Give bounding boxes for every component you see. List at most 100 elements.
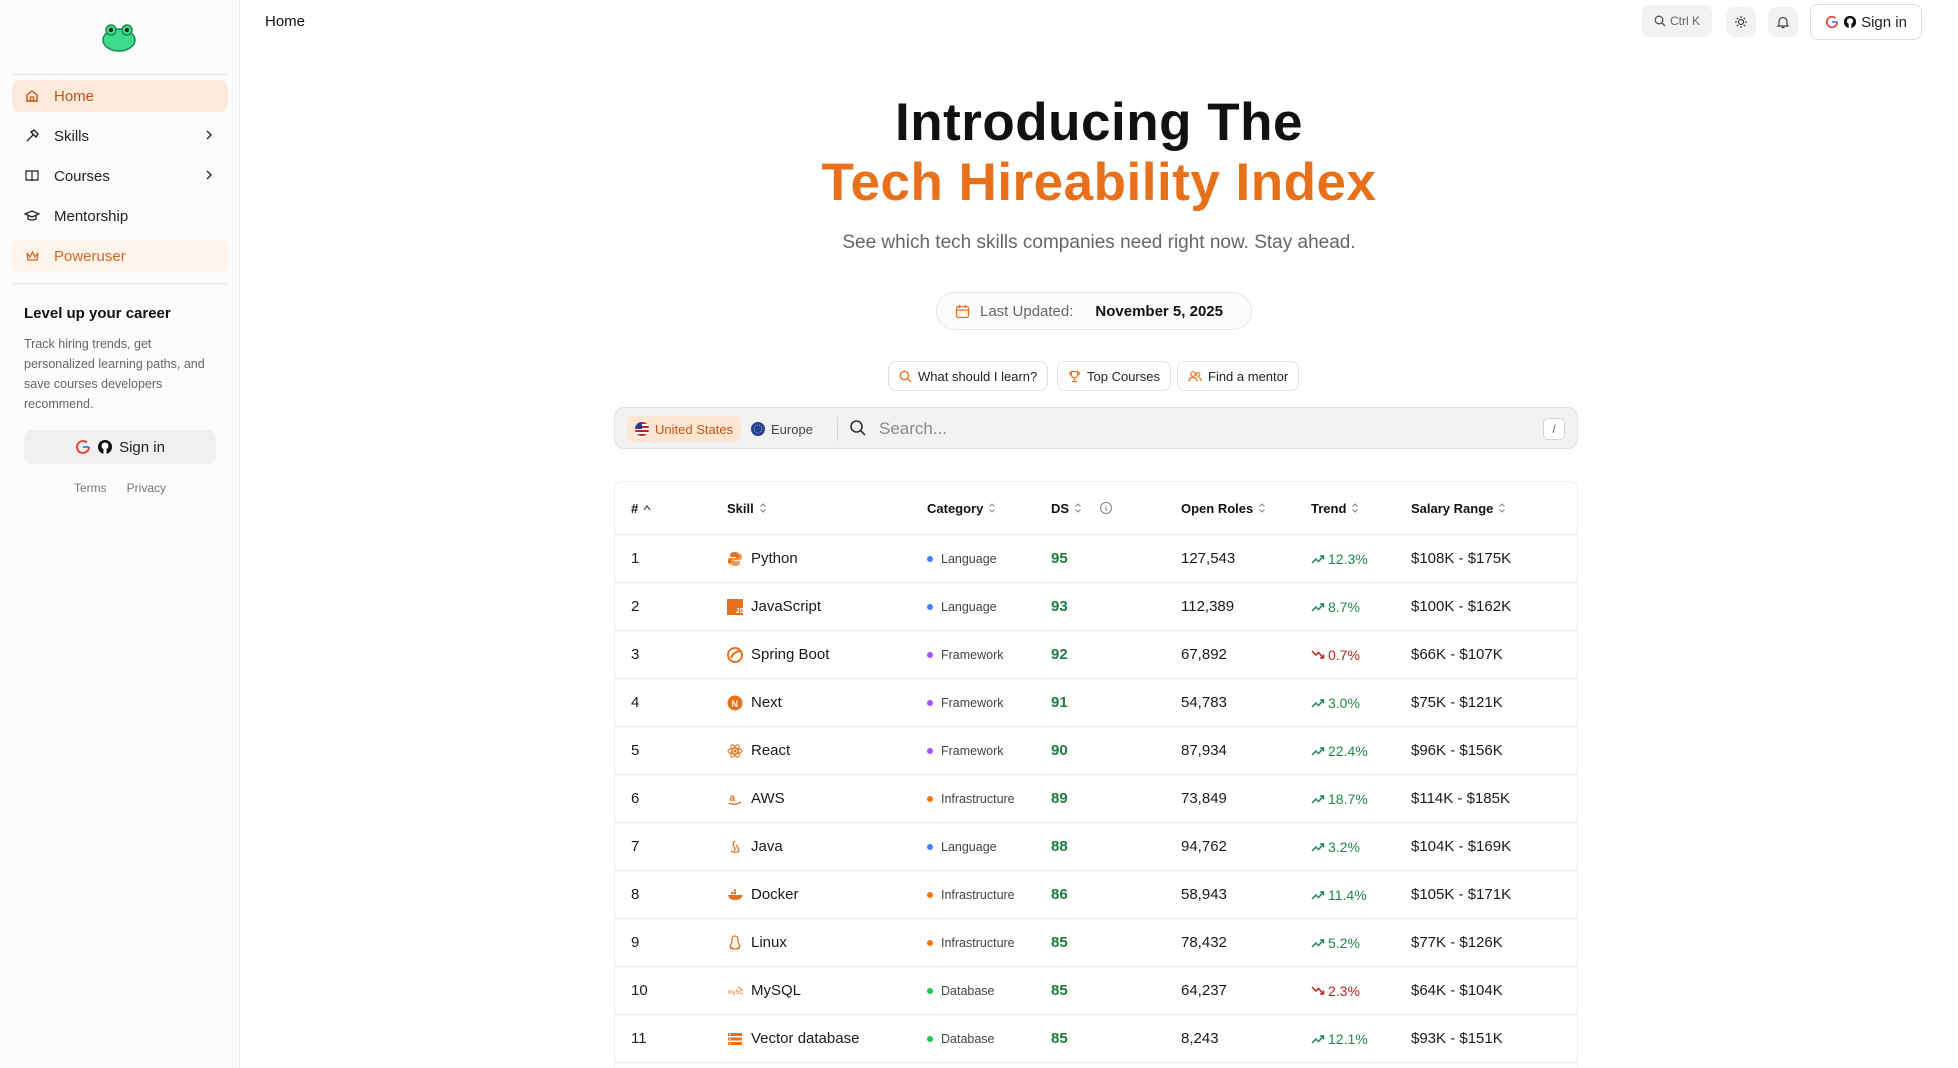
header-label: DS bbox=[1051, 500, 1070, 516]
skill-cell[interactable]: Vector database bbox=[727, 1015, 859, 1062]
category-dot bbox=[927, 843, 933, 850]
svg-text:a: a bbox=[730, 793, 736, 804]
table-row[interactable]: 6 a AWS Infrastructure 89 73,849 18.7% $114K - … bbox=[615, 775, 1577, 823]
info-icon[interactable] bbox=[1099, 501, 1113, 515]
trend-value: 5.2% bbox=[1328, 934, 1360, 951]
privacy-link[interactable]: Privacy bbox=[126, 481, 166, 495]
next-icon: N bbox=[727, 695, 743, 711]
search-shortcut: Ctrl K bbox=[1670, 14, 1700, 28]
sidebar-item-courses[interactable]: Courses bbox=[12, 160, 228, 192]
header-skill[interactable]: Skill bbox=[727, 482, 768, 534]
ds-score: 85 bbox=[1051, 982, 1068, 999]
open-roles: 67,892 bbox=[1181, 646, 1227, 663]
category-cell: Language bbox=[927, 583, 997, 630]
skill-cell[interactable]: React bbox=[727, 727, 790, 774]
table-row[interactable]: 4 N Next Framework 91 54,783 3.0% $75K - $121K bbox=[615, 679, 1577, 727]
top-courses-button[interactable]: Top Courses bbox=[1057, 361, 1171, 391]
category-dot bbox=[927, 699, 933, 706]
category-label: Framework bbox=[941, 743, 1004, 758]
hero-title-line2: Tech Hireability Index bbox=[821, 153, 1377, 212]
table-row[interactable]: 5 React Framework 90 87,934 22.4% $96K - $156K bbox=[615, 727, 1577, 775]
command-search-button[interactable]: Ctrl K bbox=[1642, 5, 1712, 37]
salary-range: $75K - $121K bbox=[1411, 694, 1503, 711]
eu-flag-icon bbox=[751, 422, 765, 436]
table-row[interactable]: 10 mySQL MySQL Database 85 64,237 2.3% $64K - $… bbox=[615, 967, 1577, 1015]
trend-up-icon bbox=[1311, 602, 1325, 612]
sidebar-item-mentorship[interactable]: Mentorship bbox=[12, 200, 228, 232]
skill-cell[interactable]: Python bbox=[727, 535, 798, 582]
find-mentor-button[interactable]: Find a mentor bbox=[1177, 361, 1300, 391]
ds-score: 90 bbox=[1051, 742, 1068, 759]
sort-icon bbox=[1259, 503, 1266, 513]
table-row[interactable]: 9 Linux Infrastructure 85 78,432 5.2% $77K - $… bbox=[615, 919, 1577, 967]
notifications-button[interactable] bbox=[1768, 7, 1798, 37]
category-cell: Framework bbox=[927, 727, 1004, 774]
table-header: # Skill Category DS Open Roles Trend Sal… bbox=[615, 482, 1577, 535]
header-open-roles[interactable]: Open Roles bbox=[1181, 482, 1267, 534]
vector-database-icon bbox=[727, 1031, 743, 1047]
category-cell: Infrastructure bbox=[927, 775, 1015, 822]
search-shortcut-key: / bbox=[1543, 418, 1565, 440]
skill-cell[interactable]: Linux bbox=[727, 919, 787, 966]
trend-value: 8.7% bbox=[1328, 598, 1360, 615]
header-trend[interactable]: Trend bbox=[1311, 482, 1360, 534]
skill-cell[interactable]: Spring Boot bbox=[727, 631, 829, 678]
skill-cell[interactable]: N Next bbox=[727, 679, 782, 726]
terms-link[interactable]: Terms bbox=[73, 481, 107, 495]
trend-down-icon bbox=[1311, 985, 1325, 995]
sidebar-item-home[interactable]: Home bbox=[12, 80, 228, 112]
skill-cell[interactable]: JS JavaScript bbox=[727, 583, 821, 630]
users-icon bbox=[1188, 370, 1202, 382]
region-europe[interactable]: Europe bbox=[743, 416, 821, 442]
what-should-i-learn-button[interactable]: What should I learn? bbox=[888, 361, 1049, 391]
trend-cell: 8.7% bbox=[1311, 583, 1360, 630]
header-signin-button[interactable]: Sign in bbox=[1810, 4, 1922, 40]
skill-cell[interactable]: mySQL MySQL bbox=[727, 967, 802, 1014]
trend-cell: 18.7% bbox=[1311, 775, 1368, 822]
skill-cell[interactable]: Java bbox=[727, 823, 783, 870]
category-label: Language bbox=[941, 599, 997, 614]
table-row[interactable]: 8 Docker Infrastructure 86 58,943 11.4% $105K … bbox=[615, 871, 1577, 919]
category-dot bbox=[927, 555, 933, 562]
sidebar-item-label: Home bbox=[54, 87, 95, 105]
open-roles: 127,543 bbox=[1181, 550, 1236, 567]
sort-icon bbox=[759, 503, 766, 513]
skill-cell[interactable]: a AWS bbox=[727, 775, 785, 822]
sort-asc-icon bbox=[643, 504, 651, 511]
skill-name: MySQL bbox=[751, 982, 802, 999]
search-input[interactable] bbox=[879, 414, 1519, 444]
header-ds[interactable]: DS bbox=[1051, 482, 1113, 534]
skill-cell[interactable]: Docker bbox=[727, 871, 799, 918]
trend-cell: 3.2% bbox=[1311, 823, 1360, 870]
trend-value: 11.4% bbox=[1328, 886, 1367, 903]
trend-value: 2.3% bbox=[1328, 982, 1360, 999]
mysql-icon: mySQL bbox=[727, 983, 743, 999]
theme-toggle-button[interactable] bbox=[1726, 7, 1756, 37]
table-row[interactable]: 11 Vector database Database 85 8,243 12.1% $93… bbox=[615, 1015, 1577, 1063]
table-row[interactable]: 7 Java Language 88 94,762 3.2% $104K - $169K bbox=[615, 823, 1577, 871]
skill-name: AWS bbox=[751, 790, 785, 807]
trend-up-icon bbox=[1311, 746, 1325, 756]
table-row[interactable]: 3 Spring Boot Framework 92 67,892 0.7% $66K - … bbox=[615, 631, 1577, 679]
frog-logo[interactable] bbox=[101, 22, 137, 52]
table-row[interactable]: 2 JS JavaScript Language 93 112,389 8.7% $100K … bbox=[615, 583, 1577, 631]
breadcrumb[interactable]: Home bbox=[265, 13, 306, 30]
sidebar-signin-button[interactable]: Sign in bbox=[24, 430, 216, 464]
sidebar-item-skills[interactable]: Skills bbox=[12, 120, 228, 152]
header-category[interactable]: Category bbox=[927, 482, 997, 534]
category-dot bbox=[927, 747, 933, 754]
ds-score: 86 bbox=[1051, 886, 1068, 903]
region-united-states[interactable]: United States bbox=[627, 416, 742, 442]
rank-cell: 10 bbox=[631, 982, 648, 999]
sidebar-item-poweruser[interactable]: Poweruser bbox=[12, 240, 228, 272]
table-row[interactable]: 1 Python Language 95 127,543 12.3% $108K - $17… bbox=[615, 535, 1577, 583]
region-label: United States bbox=[655, 421, 734, 437]
category-cell: Infrastructure bbox=[927, 919, 1015, 966]
salary-range: $77K - $126K bbox=[1411, 934, 1503, 951]
header-rank[interactable]: # bbox=[631, 482, 652, 534]
last-updated-label: Last Updated: bbox=[980, 302, 1074, 320]
search-icon bbox=[1654, 15, 1666, 27]
category-label: Database bbox=[941, 1031, 995, 1046]
category-dot bbox=[927, 939, 933, 946]
header-salary-range[interactable]: Salary Range bbox=[1411, 482, 1507, 534]
